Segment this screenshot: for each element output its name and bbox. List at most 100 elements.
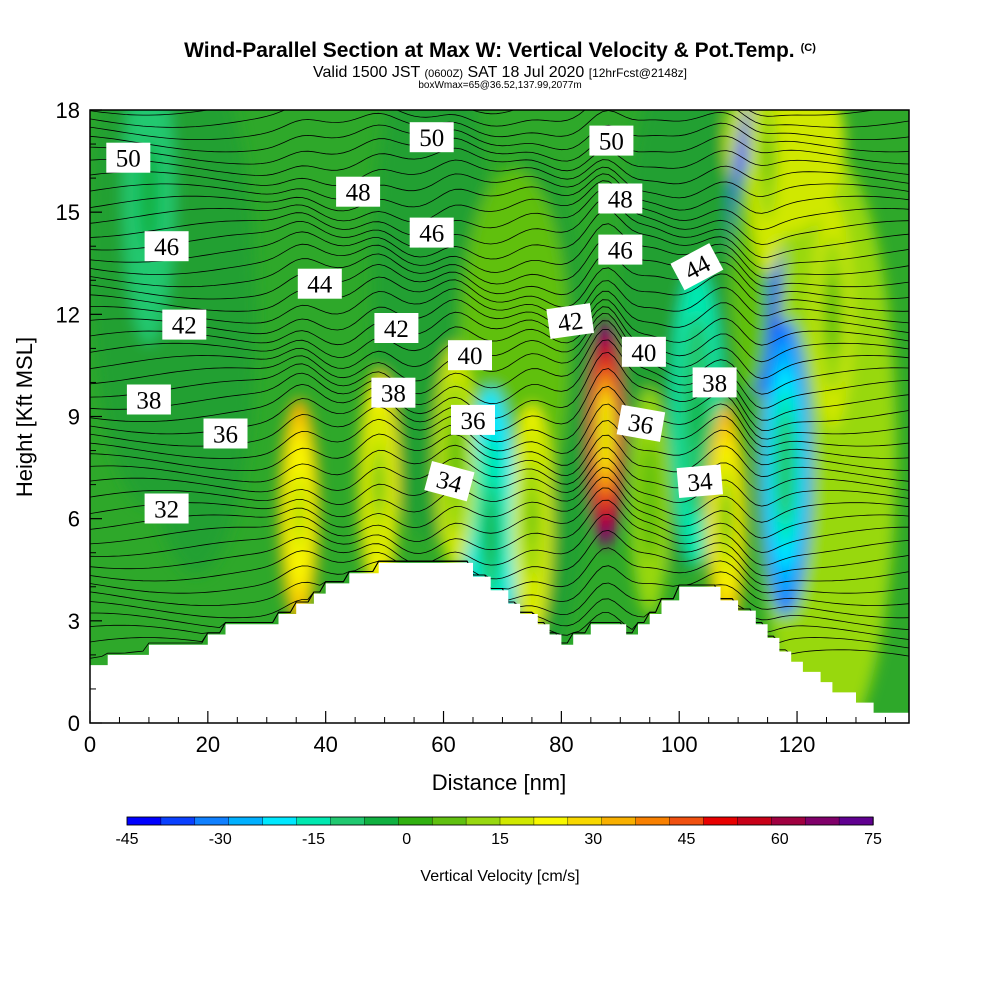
contour-label: 36 [451, 404, 495, 435]
colorbar-swatch [737, 816, 772, 826]
colorbar-frame [126, 816, 874, 826]
contour-label-box [676, 464, 724, 499]
theta-contour [90, 420, 909, 472]
y-tick-label: 6 [68, 507, 80, 532]
updraft-cell [585, 319, 626, 548]
colorbar-swatch [330, 816, 366, 826]
y-tick-label: 15 [56, 200, 80, 225]
theta-contour [90, 180, 909, 231]
contour-label-box [598, 234, 643, 265]
updraft-layer [527, 495, 536, 542]
theta-contour [90, 159, 909, 186]
contour-label-box [424, 461, 475, 502]
colorbar-swatch [533, 816, 569, 826]
contour-label-text: 40 [631, 340, 656, 367]
y-axis-label: Height [Kft MSL] [12, 337, 37, 497]
colorbar-tick-label: 45 [678, 831, 696, 848]
contour-label-text: 36 [213, 422, 238, 449]
chart-subtitle: Valid 1500 JST (0600Z) SAT 18 Jul 2020 [… [313, 64, 687, 81]
colorbar: -45 -30 -15 0 15 30 45 60 75 [115, 816, 882, 848]
theta-contour [90, 110, 877, 117]
subtitle-fcst: [12hrFcst@2148z] [589, 66, 687, 80]
contour-label-text: 44 [307, 272, 333, 299]
contour-label: 42 [162, 309, 207, 340]
y-tick-label: 18 [56, 98, 80, 123]
theta-contour [90, 447, 909, 493]
contour-label-box [126, 384, 171, 415]
updraft-layer [828, 291, 837, 338]
colorbar-swatch [669, 816, 705, 826]
contour-label-text: 50 [116, 146, 141, 173]
colorbar-tick-label: 15 [491, 831, 509, 848]
theta-contour [90, 290, 909, 335]
colorbar-swatch [838, 816, 874, 826]
contour-label: 34 [676, 464, 724, 499]
theta-contour [90, 529, 909, 586]
contour-label: 36 [616, 404, 666, 442]
contour-label-text: 50 [599, 129, 624, 156]
theta-contour [90, 351, 909, 432]
theta-contour [90, 267, 909, 312]
plot-area: 50 46 42 38 36 32 44 48 42 38 50 46 40 36 34 42 50 48 46 40… [90, 110, 909, 723]
subtitle-valid: Valid 1500 JST [313, 64, 421, 81]
theta-contour [90, 499, 909, 566]
contour-label: 44 [297, 268, 342, 299]
theta-contour [90, 147, 909, 176]
colorbar-swatch [499, 816, 535, 826]
contour-label: 46 [144, 231, 189, 262]
contour-label: 42 [546, 303, 595, 340]
downdraft-layer [485, 505, 496, 566]
y-tick-label: 0 [68, 711, 80, 736]
contour-label-text: 46 [419, 221, 444, 248]
theta-contour [90, 122, 909, 153]
colorbar-tick-label: -45 [115, 831, 138, 848]
contour-label: 38 [126, 384, 171, 415]
colorbar-swatch [262, 816, 298, 826]
colorbar-swatch [126, 816, 162, 826]
terrain [90, 562, 909, 723]
contour-label-box [670, 243, 724, 291]
contour-label: 46 [409, 217, 454, 248]
contour-label-box [336, 176, 381, 207]
contour-label-box [297, 268, 342, 299]
contour-label-box [203, 418, 248, 449]
contour-label-box [621, 336, 666, 367]
theta-contour [90, 299, 909, 346]
colorbar-tick-label: 75 [864, 831, 882, 848]
subtitle-box: boxWmax=65@36.52,137.99,2077m [418, 80, 581, 91]
contour-label-box [546, 303, 595, 340]
theta-contour [90, 135, 909, 165]
theta-contour [90, 198, 909, 258]
contour-label-text: 36 [626, 409, 655, 440]
theta-contour [90, 280, 909, 324]
colorbar-swatch [465, 816, 501, 826]
contour-label: 50 [106, 142, 151, 173]
colorbar-swatch [601, 816, 637, 826]
contour-label: 36 [203, 418, 248, 449]
contour-label: 44 [670, 243, 724, 291]
downdraft-layer [691, 386, 703, 447]
subtitle-utc: (0600Z) [424, 68, 463, 80]
colorbar-tick-label: 0 [402, 831, 411, 848]
contour-label-box [106, 142, 151, 173]
theta-contour [90, 487, 909, 553]
colorbar-swatch [364, 816, 399, 826]
colorbar-tick-label: -30 [209, 831, 232, 848]
updraft-layer [601, 410, 610, 457]
colorbar-swatch [431, 816, 467, 826]
contour-label-text: 38 [381, 381, 406, 408]
contour-label: 42 [374, 313, 419, 343]
theta-contour [90, 467, 909, 523]
theta-contour [90, 476, 909, 539]
contour-label-box [162, 309, 207, 340]
x-axis-label: Distance [nm] [432, 770, 567, 795]
contour-label-text: 46 [154, 234, 179, 261]
colorbar-swatch [194, 816, 230, 826]
contour-label-text: 32 [154, 497, 179, 524]
contour-label: 34 [424, 461, 475, 502]
contour-labels: 50 46 42 38 36 32 44 48 42 38 50 46 40 36 34 42 50 48 46 40… [106, 122, 737, 524]
contour-label: 40 [448, 340, 492, 371]
contour-label: 32 [144, 493, 189, 524]
contour-label-box [144, 231, 189, 262]
